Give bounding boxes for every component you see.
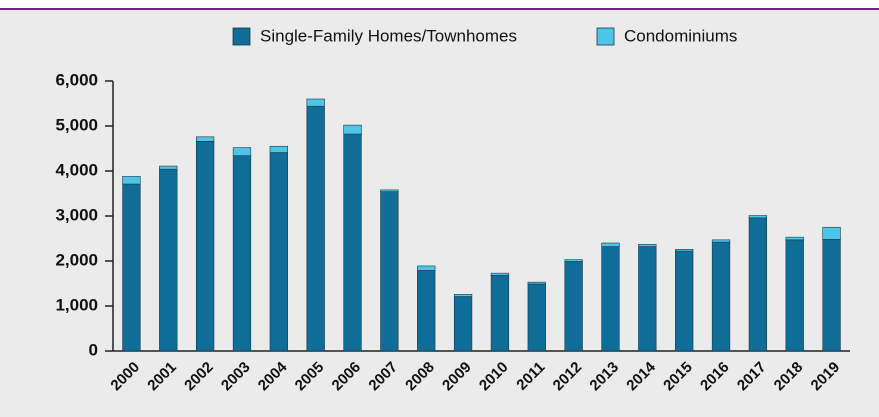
- bar-segment: [490, 275, 510, 352]
- bar-segment: [417, 270, 436, 352]
- bar-segment: [195, 136, 215, 142]
- bar-segment: [711, 239, 731, 243]
- bar-segment: [785, 236, 804, 241]
- bar-segment: [748, 215, 768, 219]
- bar-segment: [638, 246, 657, 352]
- bar-segment: [527, 281, 546, 285]
- legend-swatch: [232, 27, 251, 46]
- y-tick-label: 3,000: [55, 205, 98, 224]
- bar-segment: [638, 244, 657, 247]
- title-strip: [0, 0, 879, 9]
- bar-segment: [380, 191, 399, 352]
- bar-segment: [675, 250, 694, 352]
- bar-segment: [232, 147, 252, 157]
- legend-label: Condominiums: [624, 26, 737, 45]
- bar-segment: [159, 165, 178, 170]
- bar-segment: [601, 246, 620, 352]
- bar-segment: [822, 226, 841, 240]
- bar-segment: [343, 124, 362, 135]
- legend-swatch: [596, 27, 615, 46]
- bar-segment: [453, 293, 473, 297]
- bar-segment: [306, 105, 325, 352]
- y-tick-label: 5,000: [55, 115, 98, 134]
- bar-segment: [564, 261, 583, 352]
- bar-segment: [269, 145, 288, 153]
- y-tick-label: 2,000: [55, 250, 98, 269]
- bar-segment: [306, 98, 325, 107]
- bar-segment: [269, 152, 288, 352]
- bar-segment: [527, 283, 546, 352]
- bar-segment: [195, 141, 215, 352]
- bar-segment: [453, 296, 473, 352]
- bar-segment: [785, 239, 804, 352]
- bar-segment: [343, 133, 362, 352]
- bar-segment: [380, 189, 399, 192]
- bar-segment: [822, 239, 841, 352]
- bar-segment: [564, 259, 583, 262]
- legend-label: Single-Family Homes/Townhomes: [260, 26, 517, 45]
- bar-segment: [490, 272, 510, 276]
- bar-segment: [675, 249, 694, 252]
- bar-segment: [122, 183, 141, 352]
- bar-segment: [711, 241, 731, 352]
- bar-segment: [232, 155, 252, 352]
- y-tick-label: 4,000: [55, 160, 98, 179]
- y-tick-label: 1,000: [55, 295, 98, 314]
- y-tick-label: 6,000: [55, 70, 98, 89]
- y-tick-label: 0: [89, 340, 98, 359]
- bar-segment: [748, 217, 768, 352]
- bar-segment: [601, 242, 620, 247]
- bar-segment: [122, 176, 141, 185]
- bar-segment: [417, 265, 436, 271]
- bar-segment: [159, 168, 178, 352]
